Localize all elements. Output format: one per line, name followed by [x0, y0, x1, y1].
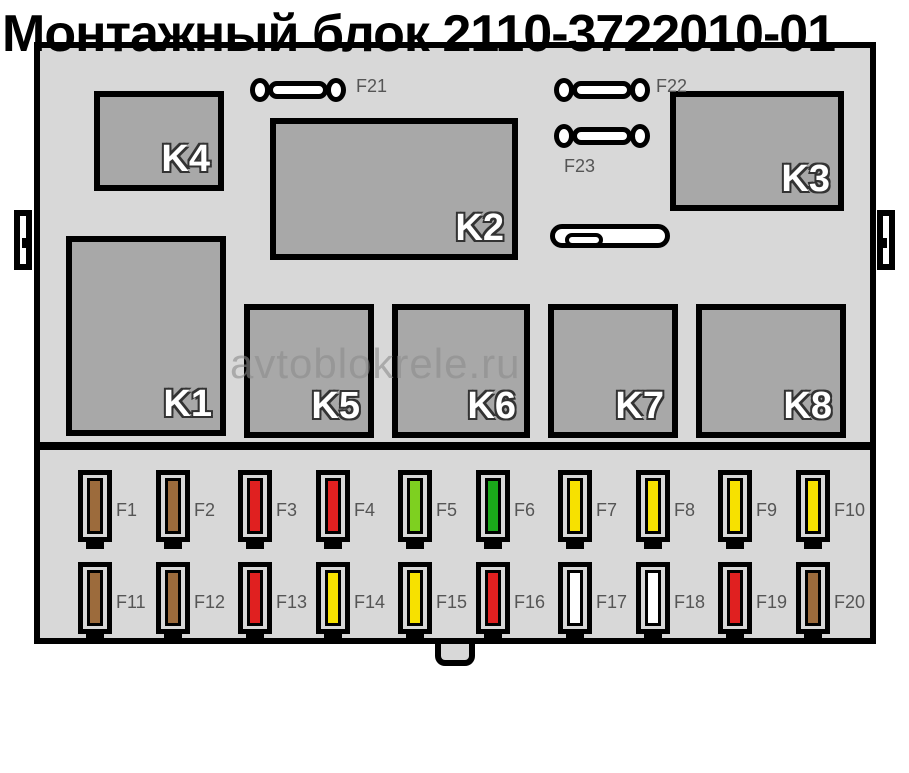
fuse-f10: F10: [796, 470, 830, 542]
fuse-f5: F5: [398, 470, 432, 542]
fuse-f7: F7: [558, 470, 592, 542]
fuse-label-f1: F1: [116, 500, 137, 521]
cartridge-label-f21: F21: [356, 76, 387, 97]
diagram-title: Монтажный блок 2110-3722010-01: [2, 4, 835, 64]
fuse-label-f3: F3: [276, 500, 297, 521]
fuse-f14: F14: [316, 562, 350, 634]
fuse-label-f4: F4: [354, 500, 375, 521]
fuse-label-f8: F8: [674, 500, 695, 521]
fuse-f1: F1: [78, 470, 112, 542]
fuse-f18: F18: [636, 562, 670, 634]
fuse-label-f14: F14: [354, 592, 385, 613]
fuse-puller-clip: [550, 224, 670, 248]
fuse-f11: F11: [78, 562, 112, 634]
relay-label-k2: K2: [455, 207, 504, 250]
cartridge-f22: [554, 78, 650, 102]
relay-label-k8: K8: [783, 385, 832, 428]
fuse-label-f15: F15: [436, 592, 467, 613]
fuse-label-f5: F5: [436, 500, 457, 521]
fuse-label-f17: F17: [596, 592, 627, 613]
relay-label-k4: K4: [161, 138, 210, 181]
relay-label-k1: K1: [163, 383, 212, 426]
cartridge-label-f23: F23: [564, 156, 595, 177]
watermark-text: avtoblokrele.ru: [230, 340, 520, 388]
fuse-label-f13: F13: [276, 592, 307, 613]
fuse-f20: F20: [796, 562, 830, 634]
relay-label-k3: K3: [781, 158, 830, 201]
fuse-f16: F16: [476, 562, 510, 634]
fuse-f15: F15: [398, 562, 432, 634]
fuse-label-f9: F9: [756, 500, 777, 521]
fuse-f13: F13: [238, 562, 272, 634]
fuse-label-f2: F2: [194, 500, 215, 521]
relay-k2: K2: [270, 118, 518, 260]
fuse-f12: F12: [156, 562, 190, 634]
fuse-f19: F19: [718, 562, 752, 634]
fuse-f9: F9: [718, 470, 752, 542]
fuse-f17: F17: [558, 562, 592, 634]
cartridge-f23: [554, 124, 650, 148]
fuse-f2: F2: [156, 470, 190, 542]
relay-k7: K7: [548, 304, 678, 438]
fuse-f8: F8: [636, 470, 670, 542]
fuse-strip: F1F2F3F4F5F6F7F8F9F10F11F12F13F14F15F16F…: [34, 444, 876, 644]
fuse-label-f6: F6: [514, 500, 535, 521]
relay-k8: K8: [696, 304, 846, 438]
cartridge-label-f22: F22: [656, 76, 687, 97]
fuse-label-f19: F19: [756, 592, 787, 613]
relay-label-k5: K5: [311, 385, 360, 428]
fuse-label-f11: F11: [116, 592, 146, 613]
fuse-f6: F6: [476, 470, 510, 542]
fuse-label-f18: F18: [674, 592, 705, 613]
fuse-label-f7: F7: [596, 500, 617, 521]
relay-label-k7: K7: [615, 385, 664, 428]
right-tab: [877, 210, 895, 270]
fuse-label-f16: F16: [514, 592, 545, 613]
fuse-f3: F3: [238, 470, 272, 542]
relay-label-k6: K6: [467, 385, 516, 428]
cartridge-f21: [250, 78, 346, 102]
fuse-f4: F4: [316, 470, 350, 542]
fuse-label-f20: F20: [834, 592, 865, 613]
enclosure-nub: [435, 644, 475, 666]
relay-k3: K3: [670, 91, 844, 211]
relay-k1: K1: [66, 236, 226, 436]
fuse-label-f10: F10: [834, 500, 865, 521]
left-tab: [14, 210, 32, 270]
fuse-label-f12: F12: [194, 592, 225, 613]
relay-k4: K4: [94, 91, 224, 191]
